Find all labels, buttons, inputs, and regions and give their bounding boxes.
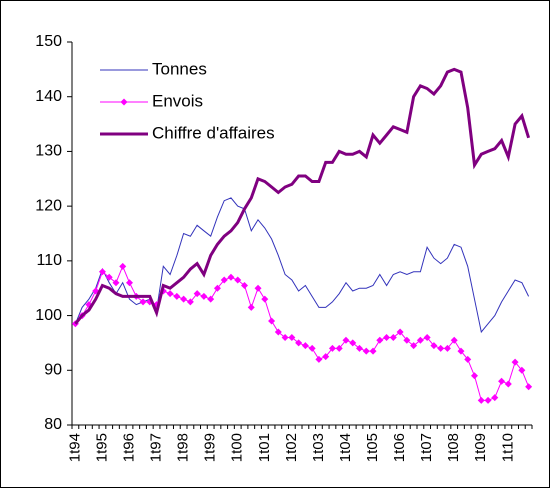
y-tick-label: 140 (35, 88, 62, 105)
marker (180, 295, 188, 303)
marker (383, 333, 391, 341)
marker (356, 344, 363, 352)
marker (328, 344, 336, 352)
legend-label: Envois (152, 91, 203, 110)
marker (274, 328, 282, 336)
marker (173, 292, 181, 300)
x-tick-label: 1t99 (202, 433, 219, 462)
marker (241, 281, 248, 289)
marker (511, 358, 519, 366)
marker (295, 339, 303, 347)
x-tick-label: 1t94 (66, 433, 83, 462)
x-tick-label: 1t97 (148, 433, 165, 462)
legend-label: Chiffre d'affaires (152, 123, 275, 142)
marker (288, 333, 296, 341)
marker (213, 284, 221, 292)
marker (301, 342, 309, 350)
marker (484, 396, 492, 404)
marker (315, 355, 323, 363)
marker (376, 336, 384, 344)
y-tick-label: 150 (35, 33, 62, 50)
x-tick-label: 1t01 (256, 433, 273, 462)
marker (477, 396, 485, 404)
marker (430, 342, 438, 350)
y-tick-label: 90 (44, 362, 62, 379)
marker (416, 336, 424, 344)
marker (396, 328, 404, 336)
marker (342, 336, 350, 344)
y-tick-label: 100 (35, 307, 62, 324)
marker (437, 344, 445, 352)
marker (335, 344, 343, 352)
x-tick-label: 1t06 (391, 433, 408, 462)
x-tick-label: 1t05 (364, 433, 381, 462)
marker (498, 377, 506, 385)
marker (443, 344, 451, 352)
marker (186, 298, 194, 306)
marker (234, 276, 242, 284)
marker (207, 295, 215, 303)
marker (268, 317, 276, 325)
marker (450, 336, 458, 344)
marker (525, 383, 533, 391)
marker (126, 279, 133, 287)
x-tick-label: 1t08 (445, 433, 462, 462)
marker (403, 336, 411, 344)
marker (362, 347, 370, 355)
marker (457, 347, 465, 355)
marker (98, 268, 106, 276)
legend-marker (120, 98, 128, 106)
y-tick-label: 80 (44, 416, 62, 433)
marker (254, 284, 262, 292)
legend-label: Tonnes (152, 59, 207, 78)
marker (247, 303, 255, 311)
marker (518, 366, 526, 374)
marker (261, 295, 269, 303)
marker (139, 298, 147, 306)
y-tick-label: 120 (35, 197, 62, 214)
marker (423, 333, 431, 341)
marker (504, 380, 512, 388)
x-tick-label: 1t10 (499, 433, 516, 462)
marker (281, 333, 289, 341)
marker (322, 353, 330, 361)
series-line (74, 67, 531, 325)
y-tick-label: 110 (36, 252, 62, 269)
x-tick-label: 1t07 (418, 433, 435, 462)
marker (410, 342, 418, 350)
marker (112, 279, 120, 287)
marker (464, 355, 472, 363)
marker (471, 372, 478, 380)
marker (200, 292, 208, 300)
x-tick-label: 1t96 (120, 433, 137, 462)
x-tick-label: 1t04 (337, 433, 354, 462)
x-tick-label: 1t02 (283, 433, 300, 462)
x-tick-label: 1t00 (229, 433, 246, 462)
x-tick-label: 1t03 (310, 433, 327, 462)
x-tick-label: 1t09 (472, 433, 489, 462)
marker (491, 394, 499, 402)
marker (119, 262, 127, 270)
marker (193, 290, 201, 298)
x-tick-label: 1t98 (175, 433, 192, 462)
marker (389, 333, 397, 341)
marker (308, 344, 316, 352)
marker (369, 347, 377, 355)
marker (105, 273, 113, 281)
marker (227, 273, 235, 281)
marker (166, 290, 174, 298)
marker (349, 339, 357, 347)
marker (220, 276, 228, 284)
x-tick-label: 1t95 (93, 433, 110, 462)
y-tick-label: 130 (35, 143, 62, 160)
